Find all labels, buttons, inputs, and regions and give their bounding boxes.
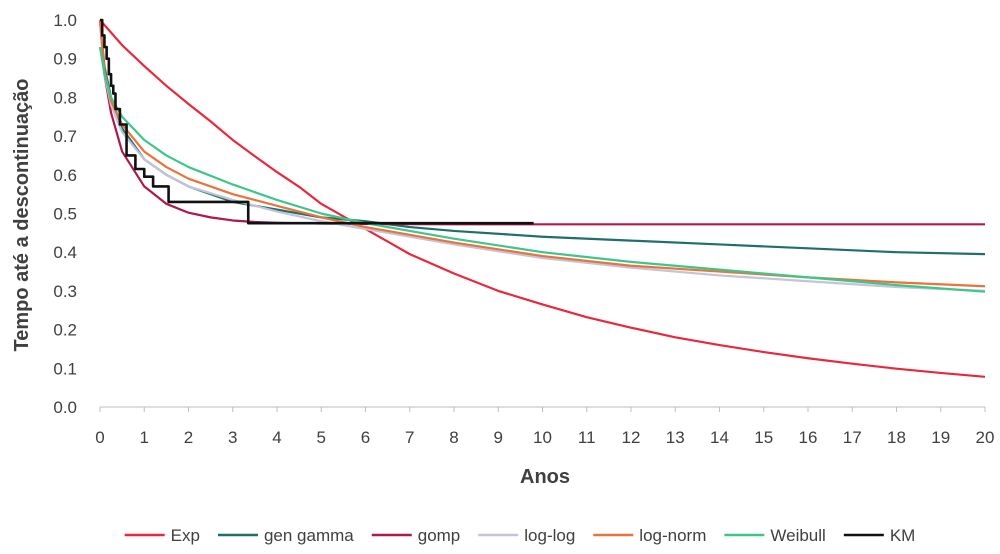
x-tick-label: 19 (931, 428, 950, 447)
legend-label-log-log: log-log (524, 526, 575, 545)
series-line-log-log (98, 19, 986, 292)
x-tick-label: 3 (228, 428, 237, 447)
x-tick-label: 18 (887, 428, 906, 447)
x-tick-label: 17 (843, 428, 862, 447)
legend-label-gen-gamma: gen gamma (264, 526, 354, 545)
x-tick-label: 4 (272, 428, 281, 447)
x-tick-label: 0 (95, 428, 104, 447)
x-tick-label: 11 (578, 428, 596, 447)
x-tick-label: 1 (140, 428, 149, 447)
x-tick-label: 5 (317, 428, 326, 447)
y-tick-label: 0.0 (53, 398, 77, 417)
y-tick-label: 0.8 (53, 88, 77, 107)
x-tick-label: 15 (754, 428, 773, 447)
axes: 0 1 2 3 4 5 6 7 8 9 10 11 12 13 14 15 16 17 18 19 200.00.10.… (53, 11, 994, 447)
y-tick-label: 0.6 (53, 166, 77, 185)
x-tick-label: 13 (666, 428, 685, 447)
series-line-log-norm (98, 19, 986, 288)
x-tick-label: 6 (361, 428, 370, 447)
legend-label-log-norm: log-norm (639, 526, 706, 545)
y-tick-label: 0.2 (53, 321, 77, 340)
x-tick-label: 12 (622, 428, 641, 447)
y-tick-label: 0.9 (53, 50, 77, 69)
series-line-gen-gamma (98, 19, 986, 256)
legend-label-weibull: Weibull (770, 526, 825, 545)
x-tick-label: 10 (533, 428, 552, 447)
y-tick-label: 0.3 (53, 282, 77, 301)
legend: Exp gen gamma gomp log-log log-norm Weibull KM (124, 526, 916, 545)
legend-label-exp: Exp (171, 526, 200, 545)
y-tick-label: 1.0 (53, 11, 77, 30)
x-axis-title: Anos (520, 466, 570, 488)
y-axis-title: Tempo até a descontinuação (11, 78, 33, 351)
y-tick-label: 0.1 (53, 359, 77, 378)
x-tick-label: 9 (494, 428, 503, 447)
legend-label-gomp: gomp (418, 526, 461, 545)
x-tick-label: 8 (449, 428, 458, 447)
series-layer (98, 18, 986, 378)
y-tick-label: 0.7 (53, 127, 77, 146)
y-tick-label: 0.4 (53, 243, 77, 262)
x-tick-label: 14 (710, 428, 729, 447)
x-tick-label: 20 (976, 428, 995, 447)
y-tick-label: 0.5 (53, 205, 77, 224)
series-line-weibull (98, 46, 986, 293)
series-line-exp (99, 19, 986, 378)
x-tick-label: 2 (184, 428, 193, 447)
legend-label-km: KM (890, 526, 916, 545)
series-line-km (100, 18, 534, 225)
x-tick-label: 16 (799, 428, 818, 447)
x-tick-label: 7 (405, 428, 414, 447)
